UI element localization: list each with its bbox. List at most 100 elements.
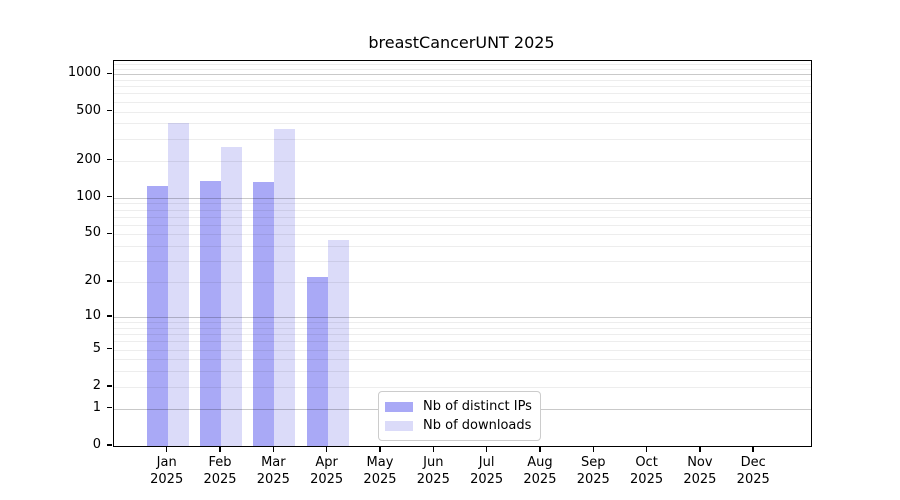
x-axis-label-month: Nov (687, 455, 713, 470)
gridline-minor (114, 101, 811, 103)
y-axis-label: 5 (92, 340, 101, 356)
gridline-minor (114, 334, 811, 336)
y-axis-tick (107, 385, 112, 387)
x-axis-label-year: 2025 (203, 472, 237, 487)
gridline-minor (114, 69, 811, 71)
bar-downloads-feb (221, 146, 243, 446)
x-axis-label-month: Mar (261, 455, 286, 470)
y-axis-label: 100 (76, 188, 101, 204)
bar-downloads-apr (327, 240, 349, 446)
x-axis-tick (325, 447, 328, 452)
legend-label-downloads: Nb of downloads (423, 418, 532, 433)
y-axis-tick (107, 72, 112, 75)
y-axis-label: 20 (84, 273, 101, 289)
x-axis-label-year: 2025 (523, 472, 557, 487)
gridline-minor (114, 160, 811, 162)
x-axis-label: Jan 2025 (139, 454, 195, 488)
y-axis-tick (107, 158, 112, 161)
y-axis-label: 2 (92, 377, 101, 393)
x-axis-tick (539, 447, 541, 452)
x-axis-tick (485, 447, 488, 452)
x-axis-tick (592, 447, 594, 452)
x-axis-label-year: 2025 (416, 472, 450, 487)
x-axis-label: Jul 2025 (459, 454, 515, 488)
bar-distinct-ips-jan (146, 185, 168, 446)
y-axis-label: 1 (92, 399, 101, 415)
x-axis-label: Oct 2025 (619, 454, 675, 488)
gridline-major (114, 74, 811, 76)
gridline-minor (114, 224, 811, 226)
gridline-minor (114, 282, 811, 284)
x-axis-label-month: May (366, 455, 394, 470)
gridline-minor (114, 359, 811, 361)
legend-swatch-distinct-ips (385, 401, 413, 412)
x-axis-label: May 2025 (352, 454, 408, 488)
x-axis-label-month: Jun (423, 455, 444, 470)
y-axis-tick (107, 347, 112, 350)
x-axis-label-year: 2025 (576, 472, 610, 487)
x-axis-label-month: Jan (156, 455, 177, 470)
x-axis-tick (432, 447, 435, 452)
x-axis-tick (752, 447, 754, 452)
x-axis-tick (379, 447, 381, 452)
legend-swatch-downloads (385, 420, 413, 431)
x-axis-label-month: Jul (478, 455, 495, 470)
x-axis-tick (272, 447, 275, 452)
legend-label-distinct-ips: Nb of distinct IPs (423, 399, 532, 414)
gridline-minor (114, 86, 811, 88)
bar-downloads-jan (167, 122, 189, 446)
x-axis-label: Sep 2025 (565, 454, 621, 488)
x-axis-label: Dec 2025 (725, 454, 781, 488)
x-axis-label: Mar 2025 (245, 454, 301, 488)
chart-title: breastCancerUNT 2025 (368, 33, 555, 52)
gridline-minor (114, 138, 811, 140)
gridline-minor (114, 64, 811, 66)
x-axis-label-year: 2025 (470, 472, 504, 487)
x-axis-label-month: Oct (635, 455, 658, 470)
bar-downloads-mar (274, 128, 296, 446)
x-axis-label: Feb 2025 (192, 454, 248, 488)
legend: Nb of distinct IPs Nb of downloads (378, 391, 541, 441)
y-axis-label: 1000 (67, 65, 101, 81)
x-axis-tick (165, 447, 168, 452)
x-axis-label-month: Apr (315, 455, 338, 470)
x-axis-label-year: 2025 (630, 472, 664, 487)
gridline-minor (114, 79, 811, 81)
plot-area (113, 60, 812, 447)
x-axis-tick (645, 447, 648, 452)
x-axis-label-year: 2025 (310, 472, 344, 487)
x-axis-label-month: Sep (580, 455, 606, 470)
legend-item-downloads: Nb of downloads (385, 416, 532, 435)
x-axis-label-year: 2025 (363, 472, 397, 487)
y-axis-label: 500 (76, 102, 101, 118)
gridline-minor (114, 322, 811, 324)
gridline-minor (114, 203, 811, 205)
legend-item-distinct-ips: Nb of distinct IPs (385, 397, 532, 416)
gridline-minor (114, 123, 811, 125)
x-axis-tick (699, 447, 701, 452)
gridline-minor (114, 216, 811, 218)
x-axis-label: Aug 2025 (512, 454, 568, 488)
y-axis-label: 10 (84, 307, 101, 323)
y-axis-label: 50 (84, 225, 101, 241)
y-axis-tick (107, 280, 112, 282)
y-axis-label: 200 (76, 151, 101, 167)
y-axis-tick (107, 109, 112, 112)
bar-distinct-ips-mar (253, 182, 275, 446)
gridline-minor (114, 111, 811, 113)
y-axis-tick (107, 195, 112, 198)
x-axis-label-month: Aug (527, 455, 553, 470)
gridline-minor (114, 93, 811, 95)
x-axis-label-year: 2025 (683, 472, 717, 487)
x-axis-label-year: 2025 (150, 472, 184, 487)
gridline-minor (114, 349, 811, 351)
gridline-minor (114, 209, 811, 211)
gridline-minor (114, 261, 811, 263)
gridline-minor (114, 341, 811, 343)
y-axis-tick (107, 232, 112, 235)
gridline-major (114, 316, 811, 318)
gridline-minor (114, 327, 811, 329)
x-axis-label-year: 2025 (736, 472, 770, 487)
gridline-major (114, 197, 811, 199)
